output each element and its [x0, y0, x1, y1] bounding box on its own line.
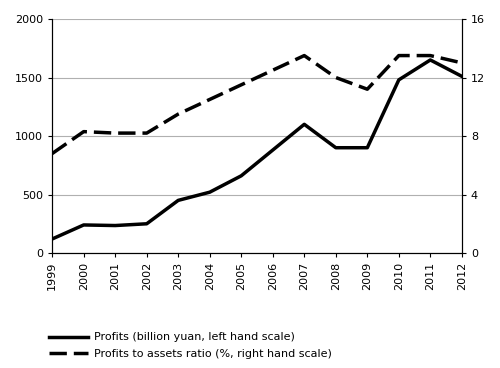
Line: Profits to assets ratio (%, right hand scale): Profits to assets ratio (%, right hand s… [52, 56, 462, 153]
Profits to assets ratio (%, right hand scale) [112, 131, 118, 135]
Profits to assets ratio (%, right hand scale) [428, 53, 434, 58]
Line: Profits (billion yuan, left hand scale): Profits (billion yuan, left hand scale) [52, 60, 462, 239]
Profits to assets ratio (%, right hand scale) [270, 68, 276, 72]
Profits to assets ratio (%, right hand scale) [396, 53, 402, 58]
Profits (billion yuan, left hand scale) [302, 122, 308, 127]
Profits (billion yuan, left hand scale) [112, 223, 118, 228]
Profits (billion yuan, left hand scale) [49, 237, 55, 241]
Profits (billion yuan, left hand scale) [80, 223, 86, 227]
Profits (billion yuan, left hand scale) [206, 190, 212, 194]
Profits to assets ratio (%, right hand scale) [80, 130, 86, 134]
Profits (billion yuan, left hand scale) [144, 222, 150, 226]
Profits (billion yuan, left hand scale) [270, 148, 276, 152]
Legend: Profits (billion yuan, left hand scale), Profits to assets ratio (%, right hand : Profits (billion yuan, left hand scale),… [46, 329, 336, 362]
Profits to assets ratio (%, right hand scale) [459, 61, 465, 65]
Profits (billion yuan, left hand scale) [175, 198, 181, 203]
Profits to assets ratio (%, right hand scale) [144, 131, 150, 135]
Profits to assets ratio (%, right hand scale) [302, 53, 308, 58]
Profits (billion yuan, left hand scale) [333, 145, 339, 150]
Profits (billion yuan, left hand scale) [238, 174, 244, 178]
Profits (billion yuan, left hand scale) [396, 78, 402, 82]
Profits (billion yuan, left hand scale) [459, 74, 465, 78]
Profits to assets ratio (%, right hand scale) [364, 87, 370, 91]
Profits to assets ratio (%, right hand scale) [49, 151, 55, 156]
Profits to assets ratio (%, right hand scale) [206, 97, 212, 102]
Profits (billion yuan, left hand scale) [428, 58, 434, 62]
Profits to assets ratio (%, right hand scale) [175, 112, 181, 116]
Profits to assets ratio (%, right hand scale) [333, 75, 339, 80]
Profits (billion yuan, left hand scale) [364, 145, 370, 150]
Profits to assets ratio (%, right hand scale) [238, 82, 244, 87]
